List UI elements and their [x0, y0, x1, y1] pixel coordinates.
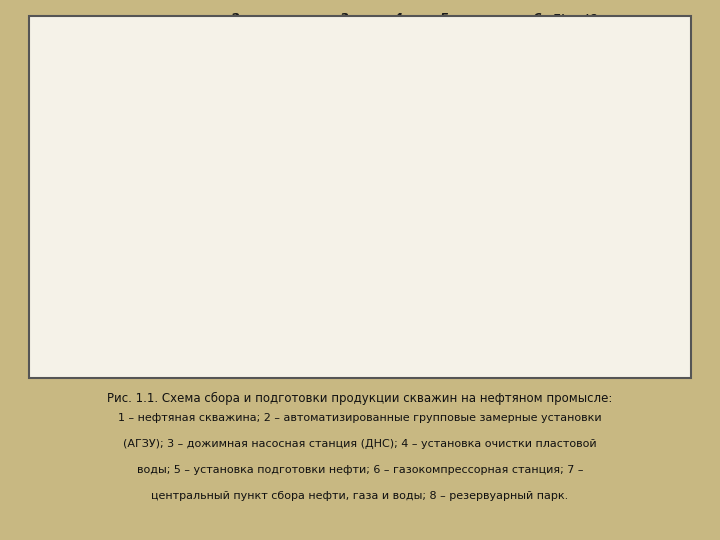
Bar [327, 186, 366, 208]
Bar [207, 287, 240, 302]
Bar [261, 287, 300, 302]
Text: 5: 5 [439, 12, 449, 25]
Bar [261, 244, 294, 259]
Text: 3: 3 [340, 12, 349, 25]
Text: 2: 2 [231, 12, 240, 25]
Bar [327, 327, 366, 349]
Text: 7(цпс)8: 7(цпс)8 [552, 14, 597, 24]
Bar [572, 96, 612, 118]
Text: нефть: нефть [612, 151, 653, 164]
Bar [320, 179, 539, 367]
Text: центральный пункт сбора нефти, газа и воды; 8 – резервуарный парк.: центральный пункт сбора нефти, газа и во… [151, 491, 569, 501]
Text: - вода: - вода [356, 359, 392, 369]
Bar [221, 143, 254, 161]
Text: газ: газ [671, 100, 692, 113]
Bar [380, 190, 413, 208]
Bar [155, 186, 188, 208]
Text: Рис. 1.1. Схема сбора и подготовки продукции скважин на нефтяном промысле:: Рис. 1.1. Схема сбора и подготовки проду… [107, 392, 613, 404]
Text: 4: 4 [393, 12, 402, 25]
Text: (АГЗУ); 3 – дожимная насосная станция (ДНС); 4 – установка очистки пластовой: (АГЗУ); 3 – дожимная насосная станция (Д… [123, 439, 597, 449]
Text: 1: 1 [52, 28, 60, 41]
Text: 6: 6 [532, 12, 541, 25]
Text: воды; 5 – установка подготовки нефти; 6 – газокомпрессорная станция; 7 –: воды; 5 – установка подготовки нефти; 6 … [137, 465, 583, 475]
Bar [430, 190, 463, 208]
Text: газ: газ [671, 209, 692, 222]
Text: 1 – нефтяная скважина; 2 – автоматизированные групповые замерные установки: 1 – нефтяная скважина; 2 – автоматизиров… [118, 413, 602, 423]
Bar [519, 179, 585, 230]
Bar [492, 96, 546, 118]
